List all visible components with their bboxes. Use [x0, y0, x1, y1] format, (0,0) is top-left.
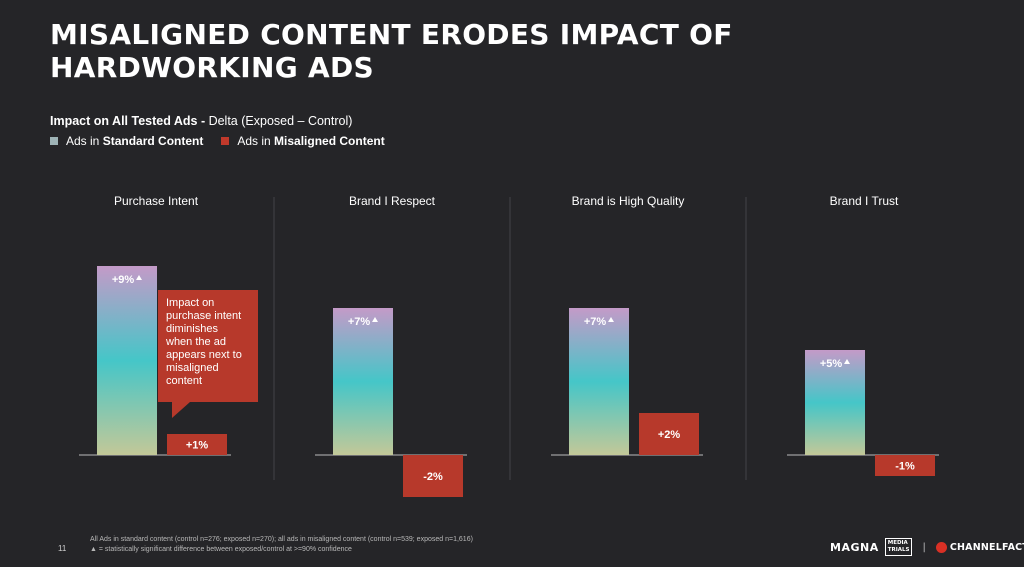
gear-icon — [935, 541, 947, 553]
callout-text-line: content — [166, 375, 202, 387]
data-label-misaligned: -2% — [423, 471, 443, 483]
legend-label-misaligned: Ads in Misaligned Content — [237, 134, 385, 148]
callout-text-line: diminishes — [166, 323, 218, 335]
bar-misaligned — [875, 455, 935, 476]
channel-factory-wordmark: CHANNELFACTORY — [949, 541, 1024, 553]
significance-icon — [372, 317, 378, 322]
bar-standard — [97, 266, 157, 455]
logo-area: MAGNA MEDIA TRIALS | CHANNELFACTORY — [830, 538, 1024, 556]
bar-misaligned — [403, 455, 463, 497]
legend-item-standard: Ads in Standard Content — [50, 134, 203, 148]
subtitle-rest: Delta (Exposed – Control) — [205, 114, 353, 128]
bar-standard — [805, 350, 865, 455]
category-label: Brand I Respect — [349, 194, 436, 208]
significance-icon — [136, 275, 142, 280]
footnote-significance: ▲ = statistically significant difference… — [90, 546, 352, 553]
page-title: MISALIGNED CONTENT ERODES IMPACT OF HARD… — [50, 18, 733, 84]
bar-standard — [569, 308, 629, 455]
subtitle-bold: Impact on All Tested Ads - — [50, 114, 206, 128]
bar-standard — [333, 308, 393, 455]
chart-subtitle: Impact on All Tested Ads - Delta (Expose… — [50, 114, 352, 128]
bar-misaligned — [167, 434, 227, 455]
callout-box — [158, 290, 258, 418]
callout-text-line: Impact on — [166, 297, 214, 309]
bar-misaligned — [639, 413, 699, 455]
significance-icon — [844, 359, 850, 364]
callout-text-line: misaligned — [166, 362, 219, 374]
data-label-standard: +9% — [112, 274, 135, 286]
page-number: 11 — [58, 544, 67, 553]
data-label-misaligned: +2% — [658, 429, 681, 441]
media-trials-logo: MEDIA TRIALS — [884, 538, 913, 556]
category-label: Purchase Intent — [114, 194, 199, 208]
logo-separator: | — [922, 541, 926, 553]
legend-swatch-misaligned — [221, 137, 230, 145]
footnote-sample-sizes: All Ads in standard content (control n=2… — [90, 536, 473, 543]
category-label: Brand I Trust — [830, 194, 899, 208]
data-label-misaligned: +1% — [186, 440, 209, 452]
magna-logo: MAGNA — [830, 540, 879, 554]
legend-swatch-standard — [50, 137, 58, 145]
legend-label-standard: Ads in Standard Content — [66, 134, 204, 148]
significance-icon — [608, 317, 614, 322]
channel-factory-logo: CHANNELFACTORY — [935, 541, 1024, 553]
callout-text-line: appears next to — [166, 349, 242, 361]
data-label-misaligned: -1% — [895, 461, 915, 473]
data-label-standard: +5% — [820, 358, 843, 370]
data-label-standard: +7% — [584, 316, 607, 328]
data-label-standard: +7% — [348, 316, 371, 328]
category-label: Brand is High Quality — [572, 194, 685, 208]
callout-text-line: purchase intent — [166, 310, 241, 322]
bar-chart: Purchase Intent +9% +1% Brand I Respect +7% -… — [79, 194, 939, 497]
footnote: All Ads in standard content (control n=2… — [90, 535, 473, 555]
legend-item-misaligned: Ads in Misaligned Content — [221, 134, 385, 148]
callout-text-line: when the ad — [165, 336, 226, 348]
chart-legend: Ads in Standard Content Ads in Misaligne… — [50, 134, 385, 148]
